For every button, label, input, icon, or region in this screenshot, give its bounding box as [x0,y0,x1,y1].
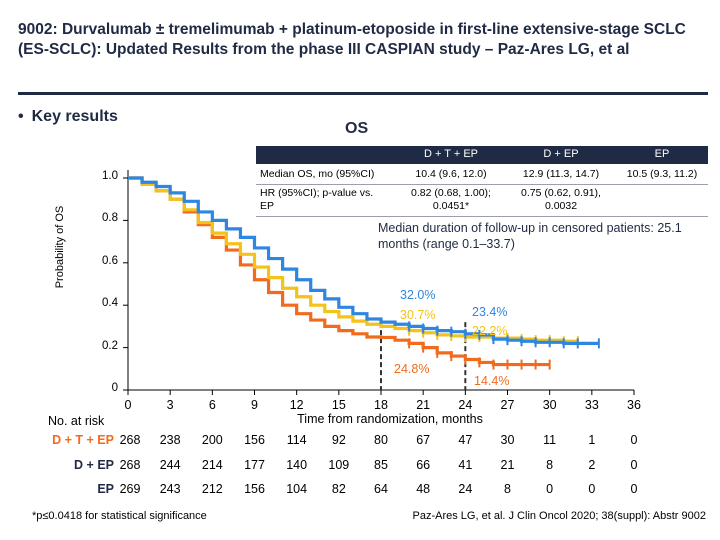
km-annotation: 23.4% [472,305,508,319]
table-header: D + T + EP D + EP EP [256,146,708,164]
km-annotation: 32.0% [400,288,436,302]
x-tick-label: 36 [627,398,641,412]
risk-value: 0 [546,482,554,496]
table-cell: 0.82 (0.68, 1.00); 0.0451* [411,187,491,212]
y-tick-label: 0.4 [102,297,118,310]
risk-value: 109 [328,458,350,472]
risk-row-label: D + EP [74,458,114,472]
risk-value: 0 [630,458,638,472]
risk-value: 92 [331,433,346,447]
risk-value: 2 [588,458,596,472]
risk-table-title: No. at risk [48,414,105,428]
risk-value: 114 [286,433,307,447]
km-annotation: 14.4% [474,374,510,388]
risk-value: 8 [504,482,511,496]
y-tick-label: 1.0 [102,170,118,182]
x-tick-label: 27 [500,398,515,412]
risk-value: 30 [500,433,515,447]
footnote: *p≤0.0418 for statistical significance [32,510,207,522]
table-cell: 12.9 (11.3, 14.7) [522,168,600,180]
risk-value: 0 [588,482,596,496]
risk-value: 214 [201,458,223,472]
risk-value: 21 [500,458,515,472]
x-axis-title: Time from randomization, months [297,412,483,426]
table-cell: 10.5 (9.3, 11.2) [626,168,698,180]
title-rule [18,92,708,95]
table-row-label: HR (95%CI); p-value vs. EP [260,187,374,212]
bullet-dot: • [18,108,24,125]
risk-value: 82 [331,482,346,496]
risk-value: 24 [458,482,473,496]
y-tick-label: 0.8 [102,212,118,225]
slide-title: 9002: Durvalumab ± tremelimumab + platin… [18,21,686,58]
table-cell: 10.4 (9.6, 12.0) [415,168,487,180]
km-curve-d-ep [128,176,599,345]
key-results-bullet: • Key results [18,108,118,126]
table-col-de: D + EP [543,148,579,160]
table-row-label: Median OS, mo (95%CI) [260,168,375,180]
risk-row-label: D + T + EP [52,433,114,447]
x-tick-label: 15 [331,398,346,412]
risk-value: 1 [588,433,596,447]
risk-row-label: EP [97,482,114,496]
risk-value: 64 [374,482,388,496]
risk-value: 0 [630,482,638,496]
y-tick-label: 0.6 [102,254,118,267]
x-tick-label: 24 [458,398,473,412]
risk-value: 104 [286,482,308,496]
risk-value: 48 [416,482,431,496]
key-results-label: Key results [31,108,118,125]
risk-value: 238 [159,433,181,447]
risk-value: 47 [458,433,473,447]
citation: Paz-Ares LG, et al. J Clin Oncol 2020; 3… [412,510,706,522]
risk-value: 268 [119,433,141,447]
x-tick-label: 0 [124,398,132,412]
risk-value: 67 [416,433,431,447]
x-tick-label: 3 [166,398,174,412]
risk-value: 212 [201,482,223,496]
table-row-median: Median OS, mo (95%CI) 10.4 (9.6, 12.0) 1… [256,168,708,186]
km-annotation: 22.2% [472,324,508,338]
x-tick-label: 18 [374,398,388,412]
risk-value: 156 [244,433,265,447]
risk-value: 11 [543,433,557,447]
table-separator [256,184,708,185]
x-tick-label: 12 [289,398,304,412]
table-row-hr: HR (95%CI); p-value vs. EP 0.82 (0.68, 1… [256,187,708,217]
km-annotation: 30.7% [400,308,436,322]
risk-value: 85 [374,458,388,472]
risk-value: 66 [416,458,431,472]
table-separator [256,216,708,217]
y-tick-label: 0.2 [102,339,118,352]
risk-value: 268 [119,458,141,472]
table-cell: 0.75 (0.62, 0.91), 0.0032 [521,187,601,212]
risk-value: 177 [244,458,265,472]
risk-value: 156 [244,482,265,496]
table-col-ep: EP [654,148,670,160]
risk-value: 0 [630,433,638,447]
risk-value: 200 [201,433,223,447]
x-tick-label: 33 [584,398,599,412]
risk-value: 41 [458,458,473,472]
x-tick-label: 9 [251,398,258,412]
y-tick-label: 0 [111,382,118,394]
x-tick-label: 21 [416,398,431,412]
risk-value: 243 [159,482,181,496]
x-tick-label: 6 [208,398,216,412]
followup-note: Median duration of follow-up in censored… [378,221,682,251]
risk-value: 80 [374,433,388,447]
km-annotation: 24.8% [394,362,430,376]
x-tick-label: 30 [542,398,557,412]
risk-value: 8 [546,458,554,472]
table-col-dte: D + T + EP [423,148,478,160]
risk-value: 269 [119,482,141,496]
risk-value: 244 [159,458,181,472]
chart-title: OS [345,120,369,137]
risk-value: 140 [286,458,308,472]
